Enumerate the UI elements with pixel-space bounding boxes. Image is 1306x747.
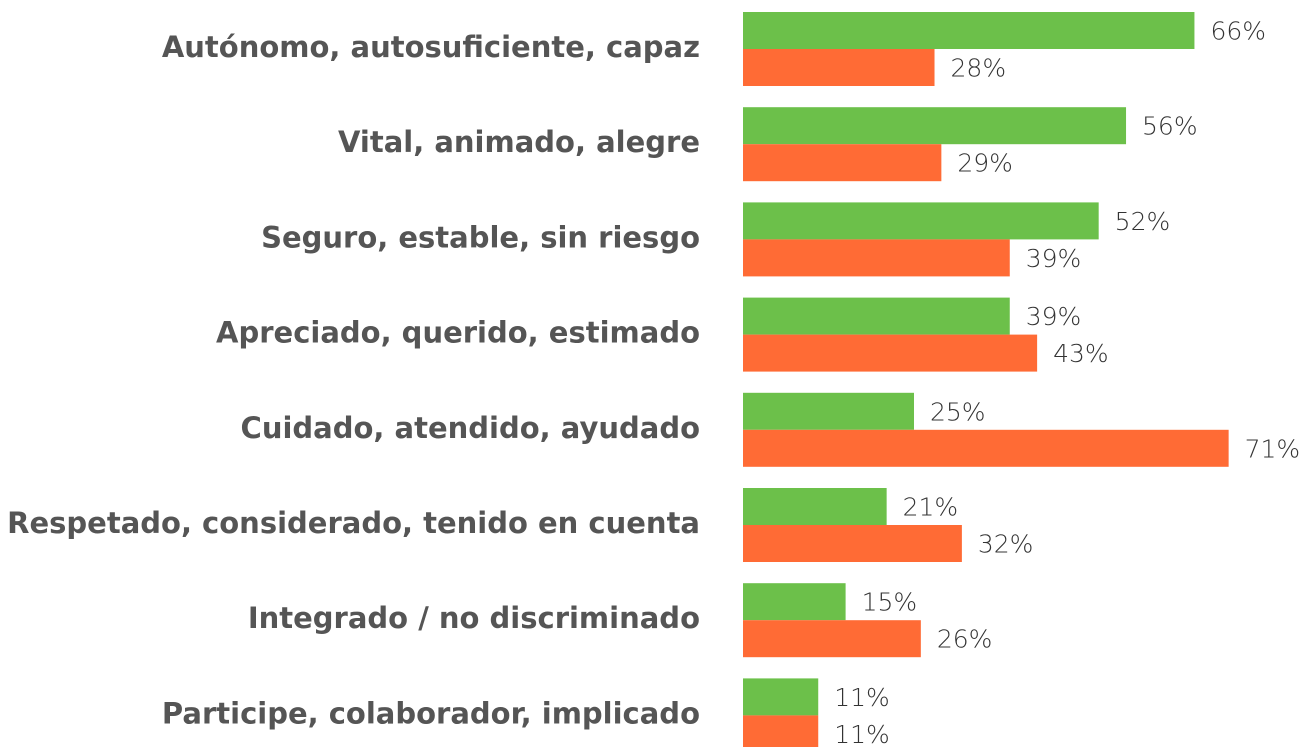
category-label: Seguro, estable, sin riesgo [261,220,700,254]
bar [743,49,935,86]
bar [743,429,1229,467]
value-label: 43% [1053,339,1109,368]
bar [743,239,1010,277]
category-label: Integrado / no discriminado [248,601,700,635]
bar [743,297,1010,335]
value-label: 39% [1026,244,1082,273]
bar [743,678,819,716]
bar [743,488,887,525]
value-label: 11% [834,720,890,747]
value-label: 32% [978,530,1034,559]
value-label: 26% [937,625,993,654]
value-label: 29% [957,149,1013,178]
value-label: 56% [1142,112,1198,141]
bar [743,107,1127,145]
value-label: 21% [903,493,959,522]
value-label: 66% [1210,17,1266,46]
bar [743,715,819,747]
bar [743,583,846,621]
category-label: Respetado, considerado, tenido en cuenta [7,506,700,540]
value-label: 52% [1115,207,1171,236]
bar [743,12,1195,49]
value-label: 25% [930,397,986,426]
value-label: 15% [862,588,918,617]
bar [743,392,914,430]
value-label: 11% [834,683,890,712]
bar [743,202,1099,240]
value-label: 39% [1026,302,1082,331]
category-label: Vital, animado, alegre [338,125,700,159]
category-label: Cuidado, atendido, ayudado [241,411,700,445]
category-label: Apreciado, querido, estimado [216,316,700,350]
bar [743,525,962,562]
category-label: Autónomo, autosuficiente, capaz [162,30,700,64]
bar [743,620,921,658]
value-label: 28% [951,54,1007,83]
bar [743,144,942,182]
category-label: Participe, colaborador, implicado [162,696,700,730]
value-label: 71% [1245,434,1301,463]
bar [743,334,1038,372]
